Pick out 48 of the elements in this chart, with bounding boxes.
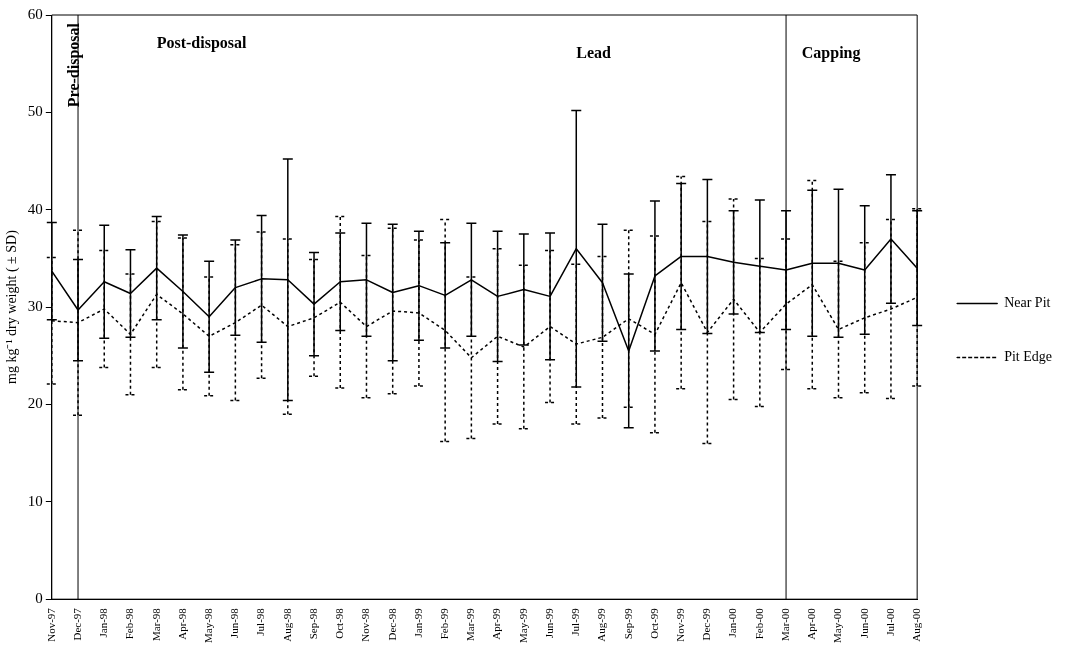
y-tick-label: 30 [27,298,43,315]
y-tick-label: 20 [27,395,43,412]
x-tick-label: Apr-00 [805,607,818,640]
x-tick-label: May-98 [202,607,215,643]
x-tick-label: Sep-99 [621,607,634,640]
x-tick-label: Jun-99 [542,607,555,639]
x-tick-label: Apr-99 [490,607,503,640]
x-tick-label: Sep-98 [306,607,319,640]
x-tick-label: Jul-98 [254,607,267,636]
x-tick-label: May-00 [831,607,844,643]
x-tick-label: Mar-99 [464,607,477,641]
y-tick-label: 50 [27,103,43,120]
annotation: Capping [801,44,861,63]
annotation: Lead [576,44,612,62]
x-tick-label: Jul-00 [883,607,896,636]
x-tick-label: Nov-99 [674,607,687,642]
x-tick-label: Oct-99 [647,607,660,639]
x-tick-label: Dec-98 [385,607,398,641]
y-tick-label: 0 [35,590,43,607]
x-tick-label: Aug-99 [595,607,608,642]
x-tick-label: Jan-98 [97,607,110,638]
x-tick-label: Nov-98 [359,607,372,642]
x-tick-label: Oct-98 [333,607,346,639]
y-tick-label: 60 [27,5,43,22]
x-tick-label: Aug-98 [280,607,293,642]
x-tick-label: Jun-98 [228,607,241,639]
x-tick-label: Jan-99 [411,607,424,638]
x-tick-label: May-99 [516,607,529,643]
x-tick-label: Mar-98 [149,607,162,641]
annotation: Post-disposal [156,34,248,53]
y-tick-label: 40 [27,200,43,217]
x-tick-label: Feb-98 [123,607,136,640]
x-tick-label: Jun-00 [857,607,870,639]
y-axis-title: mg kg⁻¹ dry weight ( ± SD) [4,229,21,384]
x-tick-label: Nov-97 [44,607,57,642]
x-tick-label: Jan-00 [726,607,739,638]
x-tick-label: Mar-00 [778,607,791,641]
x-tick-label: Apr-98 [175,607,188,640]
x-tick-label: Aug-00 [910,607,923,642]
x-tick-label: Feb-00 [752,607,765,640]
x-tick-label: Dec-97 [70,607,83,641]
x-tick-label: Dec-99 [700,607,713,641]
annotation: Pre-disposal [64,22,83,108]
legend-label: Near Pit [1004,295,1051,311]
x-tick-label: Feb-99 [438,607,451,640]
y-tick-label: 10 [27,492,43,509]
legend-label: Pit Edge [1004,349,1053,365]
x-tick-label: Jul-99 [569,607,582,636]
